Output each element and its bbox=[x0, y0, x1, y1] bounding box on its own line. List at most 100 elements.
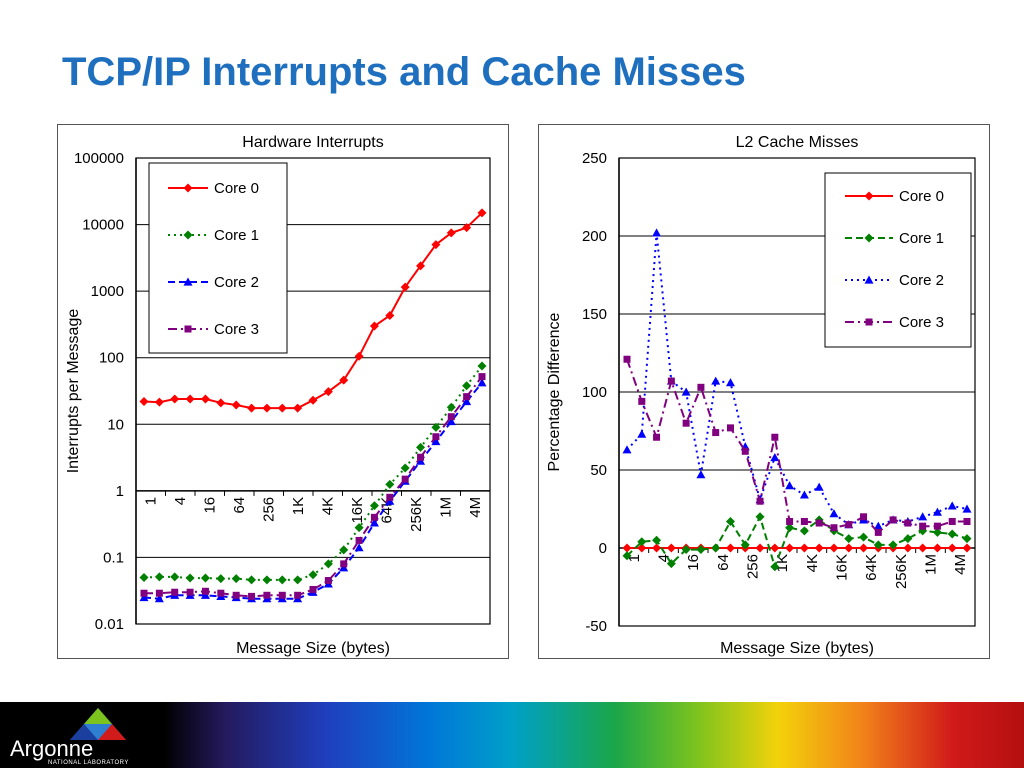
data-point bbox=[711, 543, 721, 553]
argonne-logo: Argonne NATIONAL LABORATORY bbox=[6, 706, 146, 766]
y-tick-label: 200 bbox=[582, 228, 607, 245]
data-point bbox=[637, 429, 647, 438]
argonne-logo-subtitle: NATIONAL LABORATORY bbox=[48, 760, 129, 766]
data-point bbox=[889, 516, 897, 524]
data-point bbox=[799, 490, 809, 499]
x-tick-label: 4M bbox=[467, 497, 484, 518]
data-point bbox=[324, 577, 332, 585]
y-tick-label: 0.01 bbox=[95, 616, 124, 633]
data-point bbox=[308, 395, 318, 405]
data-point bbox=[652, 228, 662, 237]
data-point bbox=[859, 532, 869, 542]
legend-marker-2 bbox=[183, 230, 193, 240]
data-point bbox=[697, 383, 705, 391]
y-axis-title: Interrupts per Message bbox=[65, 309, 82, 474]
data-point bbox=[262, 575, 272, 585]
data-point bbox=[785, 543, 795, 553]
y-axis-title: Percentage Difference bbox=[546, 312, 563, 471]
x-tick-label: 64K bbox=[863, 554, 880, 581]
data-point bbox=[696, 470, 706, 479]
data-point bbox=[170, 394, 180, 404]
footer-bar: Argonne NATIONAL LABORATORY bbox=[0, 702, 1024, 768]
data-point bbox=[829, 509, 839, 518]
data-point bbox=[711, 376, 721, 385]
data-point bbox=[947, 543, 957, 553]
data-point bbox=[417, 453, 425, 461]
data-point bbox=[785, 523, 795, 533]
data-point bbox=[637, 537, 647, 547]
hardware-interrupts-chart: Hardware Interrupts 0.01 0.1 1 10 100 1000 1000… bbox=[57, 124, 509, 659]
x-tick-label: 4K bbox=[804, 554, 821, 572]
data-point bbox=[947, 529, 957, 539]
data-point bbox=[770, 562, 780, 572]
y-tick-label: 150 bbox=[582, 306, 607, 323]
y-tick-label: -50 bbox=[585, 618, 607, 635]
data-point bbox=[308, 570, 318, 580]
data-point bbox=[903, 534, 913, 544]
legend-marker-1 bbox=[864, 191, 874, 201]
data-point bbox=[185, 573, 195, 583]
data-point bbox=[217, 589, 225, 597]
data-point bbox=[652, 543, 662, 553]
data-point bbox=[859, 543, 869, 553]
data-point bbox=[903, 543, 913, 553]
data-point bbox=[400, 282, 410, 292]
data-point bbox=[171, 588, 179, 596]
data-point bbox=[232, 591, 240, 599]
legend-marker-3 bbox=[864, 275, 874, 284]
legend-box bbox=[824, 172, 972, 348]
data-point bbox=[200, 394, 210, 404]
data-point bbox=[963, 517, 971, 525]
data-point bbox=[200, 590, 210, 599]
data-point bbox=[385, 311, 395, 321]
data-point bbox=[830, 524, 838, 532]
data-point bbox=[962, 543, 972, 553]
data-point bbox=[962, 534, 972, 544]
x-axis-title: Message Size (bytes) bbox=[236, 640, 390, 657]
data-point bbox=[932, 507, 942, 516]
data-point bbox=[918, 512, 928, 521]
data-point bbox=[293, 575, 303, 585]
data-point bbox=[844, 534, 854, 544]
data-point bbox=[845, 521, 853, 529]
legend-label-2: Core 1 bbox=[214, 227, 259, 244]
data-point bbox=[637, 543, 647, 553]
data-point bbox=[386, 493, 394, 501]
y-tick-label: 10000 bbox=[82, 217, 124, 234]
data-point bbox=[369, 321, 379, 331]
data-point bbox=[726, 424, 734, 432]
data-point bbox=[477, 361, 487, 371]
data-point bbox=[477, 208, 487, 218]
y-tick-label: 0 bbox=[599, 540, 607, 557]
data-point bbox=[918, 526, 928, 536]
x-tick-label: 4M bbox=[952, 554, 969, 575]
data-point bbox=[446, 402, 456, 412]
l2-cache-misses-chart: L2 Cache Misses -50 0 50 100 150 200 250 1 4 16 64 2… bbox=[538, 124, 990, 659]
data-point bbox=[369, 501, 379, 511]
data-point bbox=[354, 523, 364, 533]
data-point bbox=[263, 591, 271, 599]
data-point bbox=[231, 574, 241, 584]
data-point bbox=[653, 433, 661, 441]
x-tick-label: 64 bbox=[231, 497, 248, 514]
data-point bbox=[873, 521, 883, 530]
x-tick-label: 16 bbox=[685, 554, 702, 571]
data-point bbox=[829, 543, 839, 553]
data-point bbox=[785, 481, 795, 490]
y-tick-label: 1000 bbox=[91, 283, 124, 300]
data-point bbox=[431, 437, 441, 446]
l2-cache-misses-plot: L2 Cache Misses -50 0 50 100 150 200 250 1 4 16 64 2… bbox=[546, 134, 976, 657]
data-point bbox=[755, 512, 765, 522]
data-point bbox=[447, 413, 455, 421]
data-point bbox=[623, 355, 631, 363]
data-point bbox=[932, 527, 942, 537]
data-point bbox=[277, 575, 287, 585]
data-point bbox=[216, 398, 226, 408]
data-point bbox=[200, 573, 210, 583]
data-point bbox=[933, 522, 941, 530]
data-point bbox=[401, 475, 409, 483]
data-point bbox=[622, 445, 632, 454]
data-point bbox=[400, 463, 410, 473]
data-point bbox=[432, 433, 440, 441]
series-line-core-3 bbox=[144, 375, 483, 598]
